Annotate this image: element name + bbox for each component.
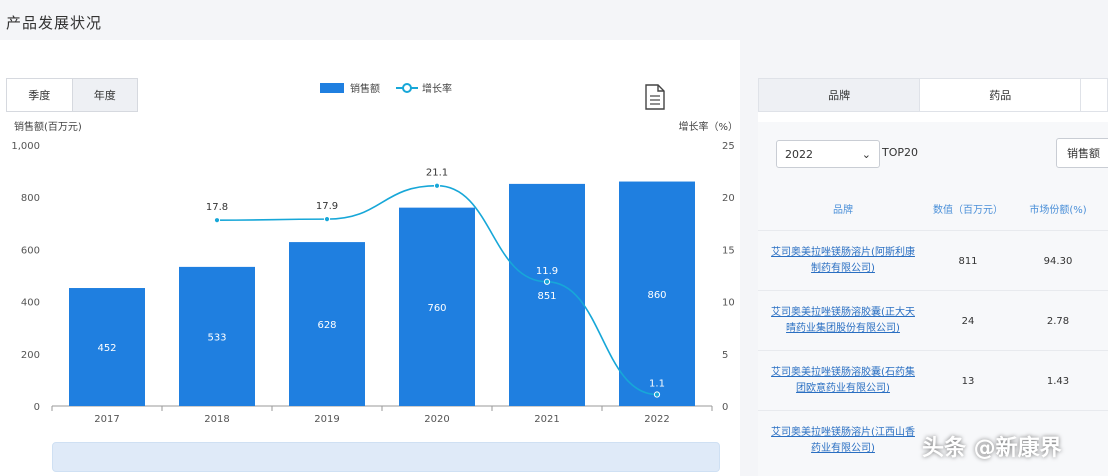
bar [399,207,475,406]
bar [179,266,255,406]
share-cell: 1.43 [1046,375,1070,387]
document-icon[interactable] [644,84,666,110]
sort-button[interactable]: 销售额 [1056,138,1108,168]
value-cell: 13 [961,375,975,387]
y-tick-label: 1,000 [11,141,40,152]
bar [509,183,585,406]
year-select[interactable]: 2022 ⌄ [776,140,880,168]
year-select-value: 2022 [785,147,813,161]
brand-link[interactable]: 艾司奥美拉唑镁肠溶胶囊(正大天晴药业集团股份有限公司) [771,307,915,334]
growth-rate-label: 17.9 [316,201,338,212]
table-header: 品牌 数值（百万元） 市场份额(%) [758,186,1108,230]
growth-rate-point [433,182,441,189]
growth-rate-label: 11.9 [536,266,558,277]
legend-line-swatch [396,82,418,93]
x-tick-label: 2017 [94,414,119,425]
y2-tick-label: 20 [722,193,735,204]
value-cell: 811 [958,255,978,267]
bar [619,181,695,406]
x-tick-label: 2019 [314,414,339,425]
share-cell: 2.78 [1046,315,1070,327]
x-tick-label: 2018 [204,414,229,425]
legend-line-label[interactable]: 增长率 [422,84,452,95]
legend-bar-label[interactable]: 销售额 [350,84,380,95]
share-cell: 94.30 [1043,255,1073,267]
bar-data-label: 760 [427,303,446,314]
y2-axis-title: 增长率（%） [678,120,738,133]
table-row: 艾司奥美拉唑镁肠溶胶囊(正大天晴药业集团股份有限公司) 24 2.78 [758,290,1108,351]
growth-rate-point [543,278,551,285]
table-row: 艾司奥美拉唑镁肠溶片(江西山香药业有限公司) [758,410,1108,471]
growth-rate-line [216,184,658,396]
ranking-body: 2022 ⌄ TOP20 销售额 品牌 数值（百万元） 市场份额(%) 艾司奥美… [758,122,1108,476]
brand-link[interactable]: 艾司奥美拉唑镁肠溶胶囊(石药集团欧意药业有限公司) [771,367,915,394]
y-axis-title: 销售额(百万元) [14,120,82,133]
ranking-tabs: 品牌 药品 [758,78,1108,112]
bar [69,288,145,406]
x-tick-label: 2020 [424,414,449,425]
watermark: 头条 @新康界 [922,436,1062,461]
y2-tick-label: 25 [722,141,735,152]
growth-rate-label: 17.8 [206,202,228,213]
growth-rate-point [213,217,221,224]
combo-chart: 销售额(百万元) 增长率（%） 0 200 400 600 800 1,000 0 5 10 15 20… [11,120,738,425]
col-share[interactable]: 市场份额(%) [1029,204,1087,216]
chevron-down-icon: ⌄ [861,147,871,161]
legend-bar-swatch [320,82,344,93]
quarter-tab[interactable]: 季度 [28,89,51,102]
y-tick-label: 200 [21,350,40,361]
y2-tick-label: 5 [722,350,728,361]
tab-drug[interactable]: 药品 [920,78,1081,112]
period-toggle: 季度 年度 [6,78,138,112]
bar [289,242,365,406]
page-title: 产品发展状况 [6,14,103,32]
y-tick-label: 400 [21,298,40,309]
growth-rate-label: 21.1 [426,168,448,179]
chart-zoom-scrollbar[interactable] [52,442,720,472]
table-row: 艾司奥美拉唑镁肠溶胶囊(石药集团欧意药业有限公司) 13 1.43 [758,350,1108,411]
col-brand[interactable]: 品牌 [833,204,853,216]
bar-data-label: 851 [537,291,556,302]
y-tick-label: 0 [34,402,40,413]
year-tab[interactable]: 年度 [71,79,137,111]
y2-tick-label: 0 [722,402,728,413]
y2-tick-label: 15 [722,245,735,256]
table-row: 艾司奥美拉唑镁肠溶片(阿斯利康制药有限公司) 811 94.30 [758,230,1108,291]
y2-tick-label: 10 [722,298,735,309]
bar-data-label: 452 [97,343,116,354]
ranking-panel: 品牌 药品 2022 ⌄ TOP20 销售额 品牌 数值（百万元） 市场份额(%… [758,78,1108,476]
value-cell: 24 [961,315,975,327]
y-tick-label: 800 [21,193,40,204]
chart-legend: 销售额 增长率 [320,80,452,95]
tab-more[interactable] [1080,78,1108,112]
bar-data-label: 533 [207,332,226,343]
growth-rate-label: 1.1 [649,379,665,390]
tab-brand[interactable]: 品牌 [758,78,921,112]
bar-data-label: 860 [647,290,666,301]
top-label: TOP20 [882,146,919,159]
growth-rate-point [323,216,331,223]
bar-data-label: 628 [317,320,336,331]
x-tick-label: 2021 [534,414,559,425]
col-value[interactable]: 数值（百万元） [933,204,1003,216]
brand-link[interactable]: 艾司奥美拉唑镁肠溶片(江西山香药业有限公司) [771,427,915,454]
growth-rate-point [653,391,661,398]
x-tick-label: 2022 [644,414,669,425]
y-tick-label: 600 [21,245,40,256]
brand-link[interactable]: 艾司奥美拉唑镁肠溶片(阿斯利康制药有限公司) [771,247,915,274]
